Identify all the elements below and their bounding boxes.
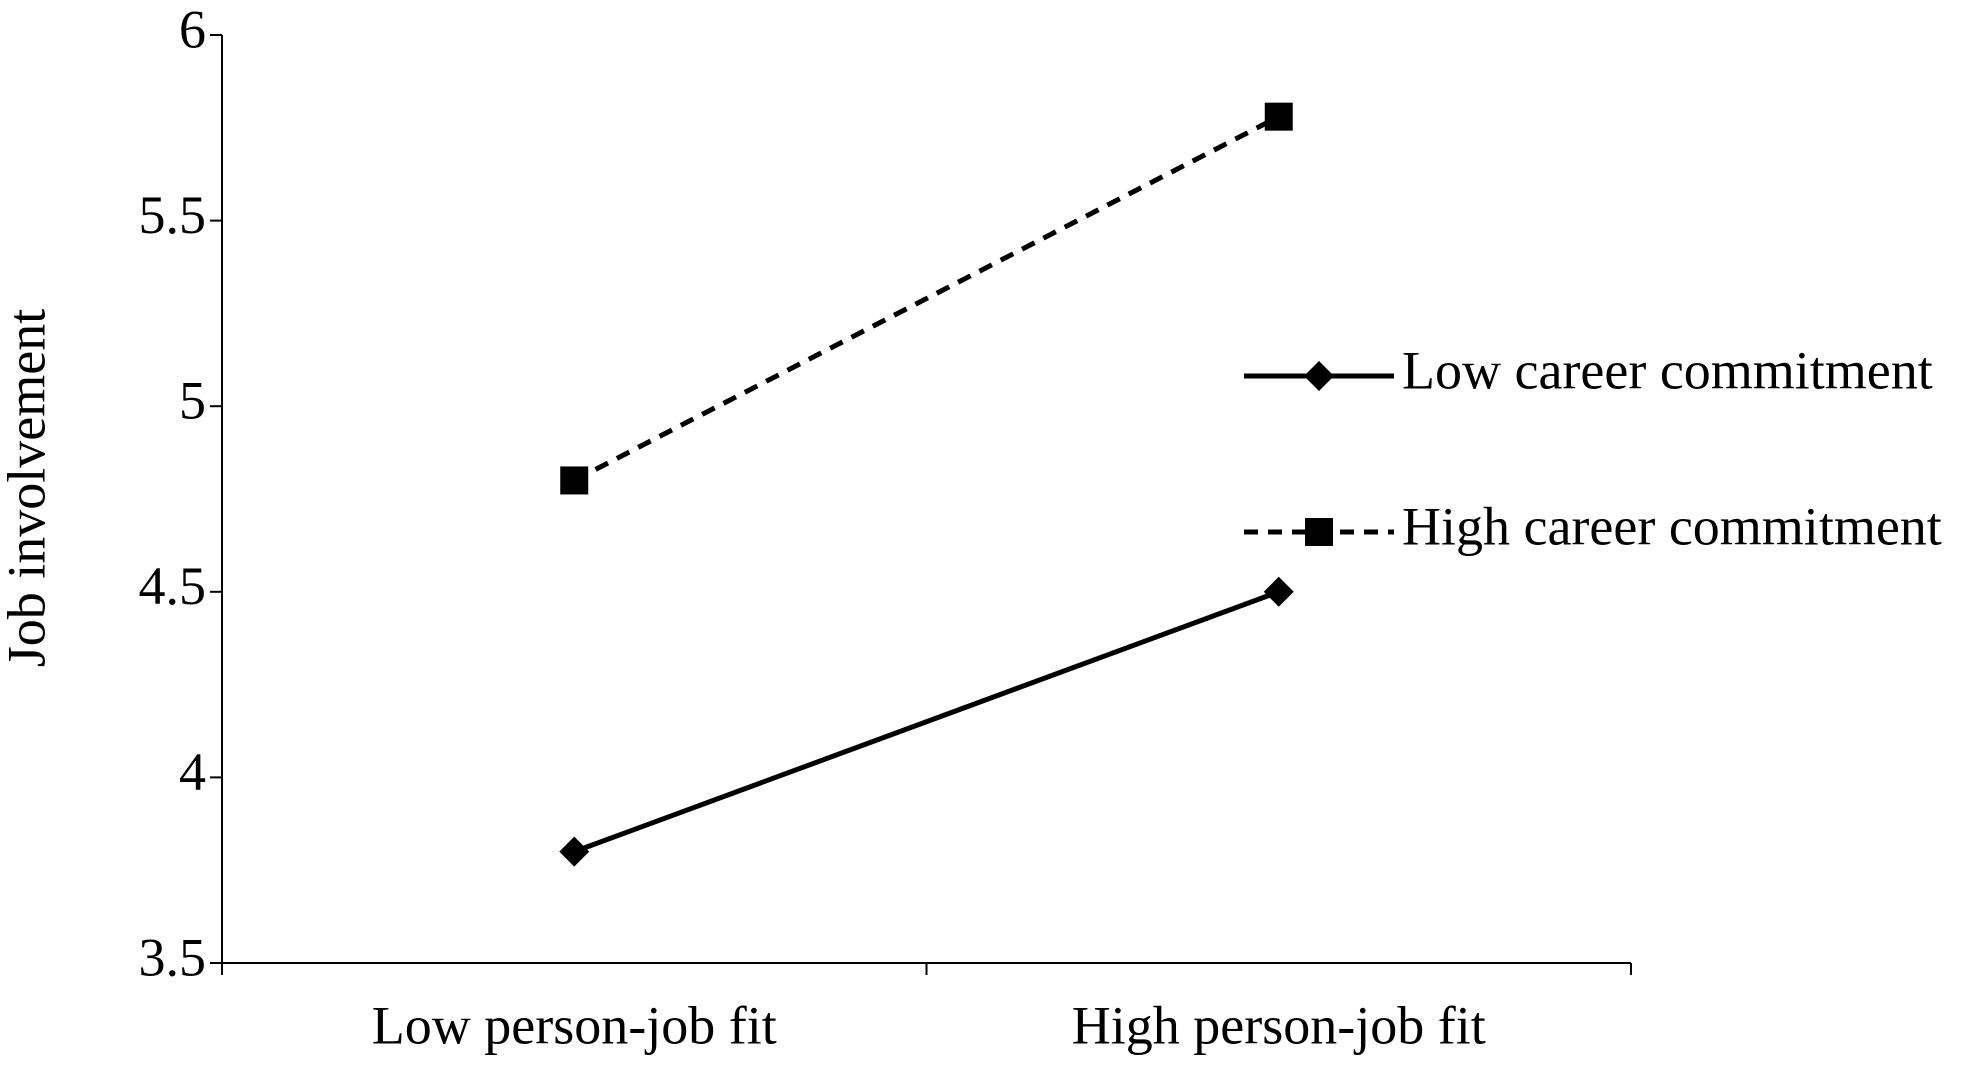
marker xyxy=(1263,576,1294,607)
y-tick-label: 5 xyxy=(179,371,206,431)
series-line xyxy=(573,114,1280,483)
marker xyxy=(560,466,589,495)
y-tick-label: 3.5 xyxy=(139,927,207,987)
legend-label: High career commitment xyxy=(1402,496,1942,556)
legend-label: Low career commitment xyxy=(1402,340,1933,400)
x-tick-label: Low person-job fit xyxy=(372,995,777,1055)
y-tick-label: 4.5 xyxy=(139,556,207,616)
legend-marker xyxy=(1304,361,1334,391)
y-tick-label: 5.5 xyxy=(139,185,207,245)
y-tick-label: 6 xyxy=(179,0,206,59)
series-line xyxy=(573,589,1280,854)
x-tick-label: High person-job fit xyxy=(1072,995,1486,1055)
legend-marker xyxy=(1305,518,1333,546)
marker xyxy=(559,836,590,867)
y-tick-label: 4 xyxy=(179,742,206,802)
y-axis-label: Job involvement xyxy=(0,309,56,667)
marker xyxy=(1264,102,1293,131)
